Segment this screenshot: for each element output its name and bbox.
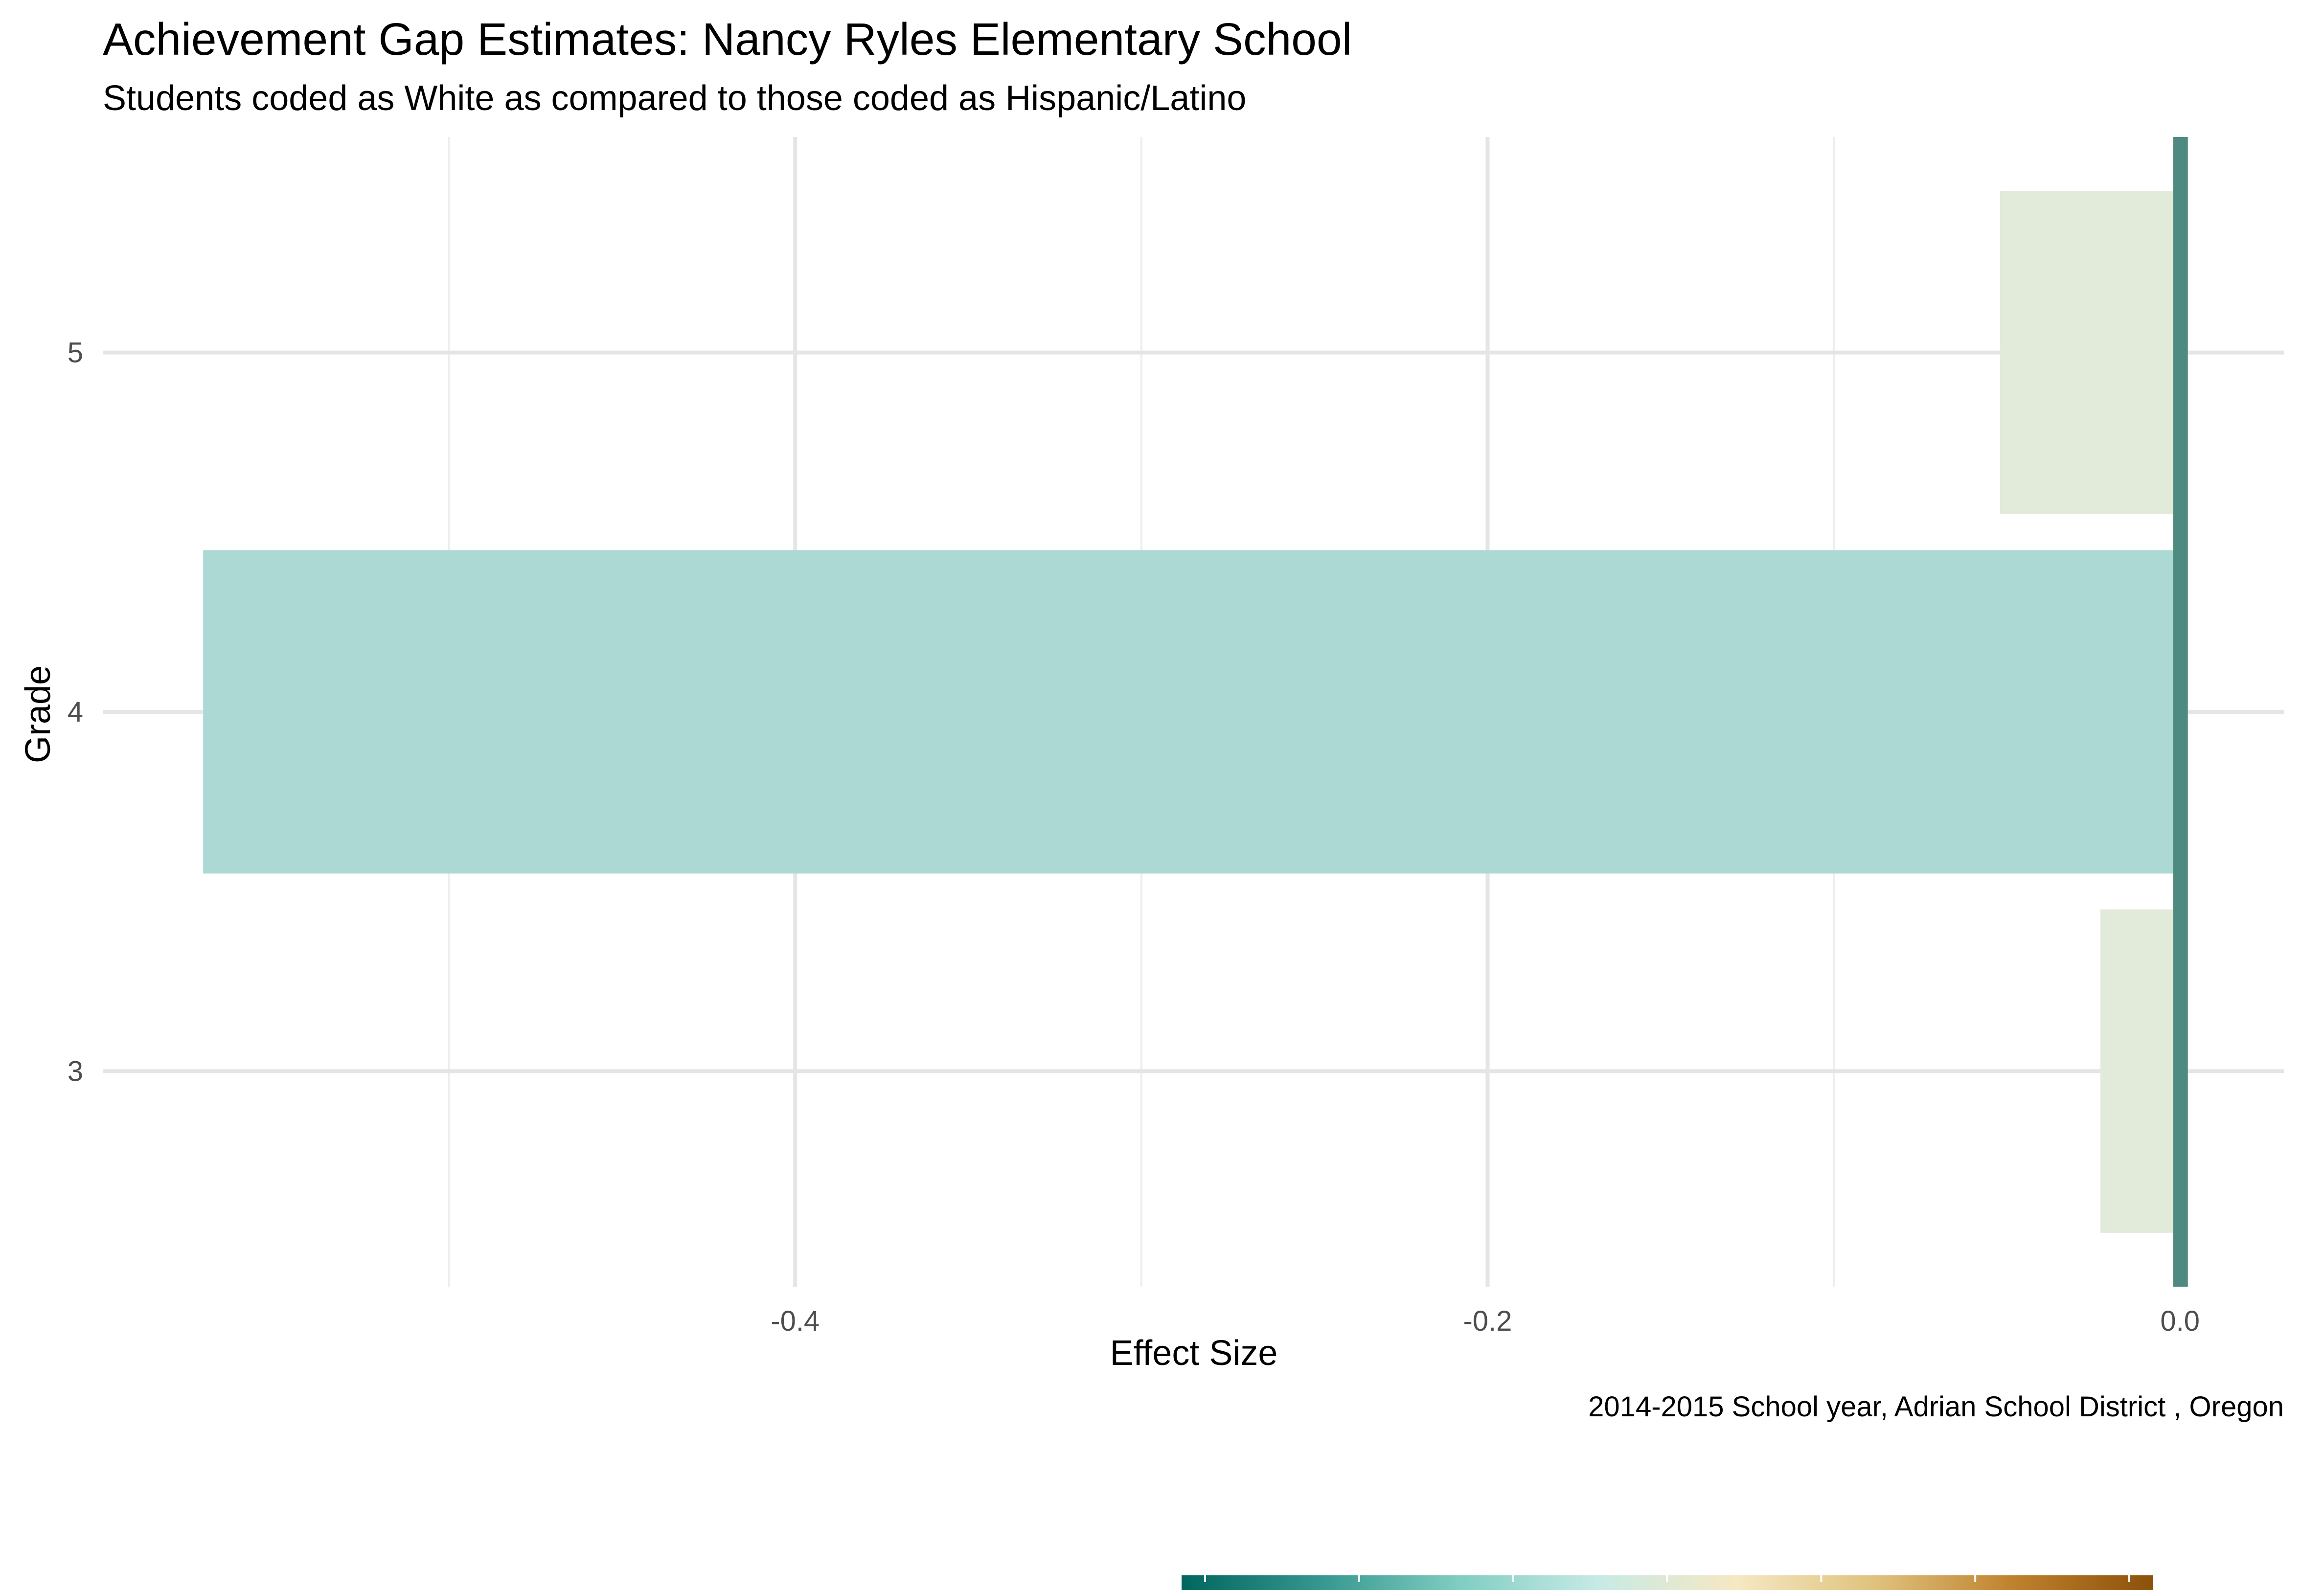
- chart-title: Achievement Gap Estimates: Nancy Ryles E…: [103, 14, 1352, 65]
- bars: [203, 191, 2180, 1233]
- reference-line-group: [2173, 137, 2188, 1287]
- chart-subtitle: Students coded as White as compared to t…: [103, 79, 1246, 118]
- x-axis-ticks: -0.4 -0.2 0.0: [771, 1305, 2200, 1337]
- chart-caption: 2014-2015 School year, Adrian School Dis…: [1588, 1391, 2284, 1423]
- x-axis-title: Effect Size: [1110, 1334, 1278, 1373]
- x-tick-label: -0.2: [1463, 1305, 1512, 1337]
- y-tick-label: 3: [68, 1055, 83, 1087]
- bar-grade-4: [203, 550, 2180, 874]
- x-tick-label: -0.4: [771, 1305, 820, 1337]
- colorbar-legend: [1182, 1575, 2153, 1590]
- y-tick-label: 4: [68, 696, 83, 728]
- bar-grade-5: [2000, 191, 2180, 515]
- y-axis-title: Grade: [19, 665, 58, 763]
- bar-grade-3: [2100, 909, 2180, 1233]
- x-tick-label: 0.0: [2160, 1305, 2200, 1337]
- y-axis-ticks: 3 4 5: [68, 337, 83, 1088]
- zero-reference-line: [2173, 137, 2188, 1287]
- y-tick-label: 5: [68, 337, 83, 369]
